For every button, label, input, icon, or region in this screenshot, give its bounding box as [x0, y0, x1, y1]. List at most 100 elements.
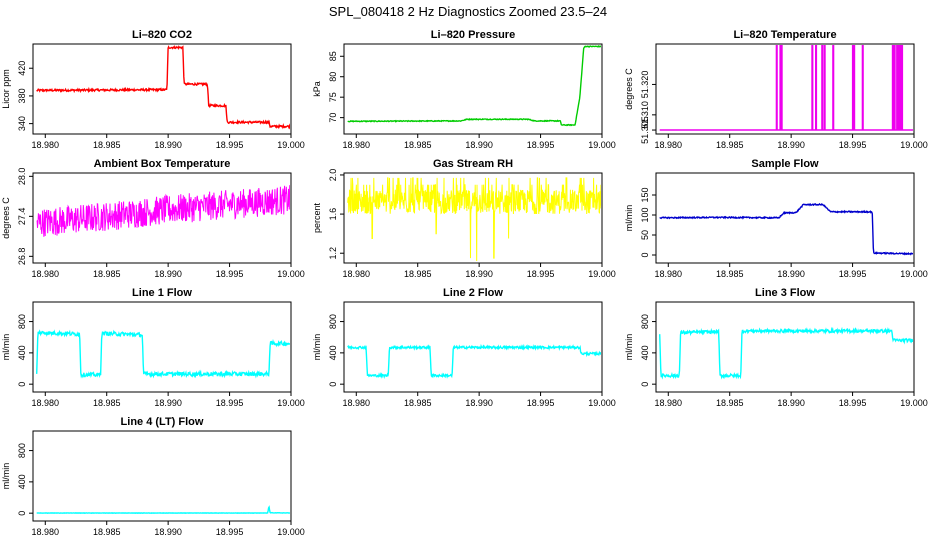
x-tick-label: 19.000 — [588, 398, 616, 408]
y-tick-label: 400 — [17, 474, 27, 489]
x-tick-label: 18.990 — [777, 398, 805, 408]
x-tick-label: 18.985 — [404, 398, 432, 408]
x-tick-label: 18.980 — [32, 527, 60, 537]
x-tick-label: 18.990 — [154, 527, 182, 537]
y-axis-label: degrees C — [1, 197, 11, 239]
y-tick-label: 0 — [17, 511, 27, 516]
x-tick-label: 18.990 — [154, 398, 182, 408]
x-tick-label: 18.990 — [777, 269, 805, 279]
x-tick-label: 19.000 — [588, 269, 616, 279]
series-line-rh — [347, 177, 601, 262]
panel-title: Li–820 CO2 — [132, 29, 192, 41]
y-tick-label: 0 — [640, 252, 650, 257]
y-tick-label: 800 — [17, 443, 27, 458]
x-tick-label: 18.990 — [465, 269, 493, 279]
x-tick-label: 18.985 — [716, 269, 744, 279]
figure-title: SPL_080418 2 Hz Diagnostics Zoomed 23.5–… — [329, 4, 607, 19]
y-tick-label: 50 — [640, 230, 650, 240]
x-tick-label: 18.995 — [216, 269, 244, 279]
y-tick-label: 1.6 — [328, 208, 338, 221]
y-axis-label: ml/min — [624, 205, 634, 232]
y-tick-label: 800 — [640, 314, 650, 329]
y-tick-label: 75 — [328, 92, 338, 102]
panel-title: Gas Stream RH — [433, 158, 513, 170]
panel-temperature: Li–820 Temperature degrees C 18.980 18.985 1… — [624, 29, 928, 150]
panel-title: Sample Flow — [751, 158, 819, 170]
y-tick-label: 51.320 — [640, 71, 650, 99]
x-tick-label: 18.980 — [655, 269, 683, 279]
y-tick-label: 51.305 — [640, 116, 650, 144]
x-tick-label: 18.985 — [716, 140, 744, 150]
y-tick-label: 400 — [17, 345, 27, 360]
y-tick-label: 0 — [640, 382, 650, 387]
x-tick-label: 18.995 — [527, 398, 555, 408]
y-tick-label: 400 — [640, 345, 650, 360]
y-axis-label: ml/min — [1, 463, 11, 490]
plot-frame — [655, 301, 915, 393]
series-line-ambient — [36, 185, 290, 237]
x-tick-label: 18.980 — [655, 398, 683, 408]
series-line-pressure — [347, 45, 601, 127]
y-axis-label: Licor ppm — [1, 69, 11, 109]
x-tick-label: 18.990 — [465, 140, 493, 150]
y-tick-label: 1.2 — [328, 247, 338, 260]
x-tick-label: 18.985 — [93, 140, 121, 150]
x-tick-label: 18.985 — [404, 269, 432, 279]
y-tick-label: 26.8 — [17, 248, 27, 266]
y-tick-label: 28.0 — [17, 168, 27, 186]
x-tick-label: 18.995 — [216, 398, 244, 408]
panel-sample: Sample Flow ml/min 18.980 18.985 18.990 18.99… — [624, 158, 928, 279]
x-tick-label: 18.995 — [216, 140, 244, 150]
x-tick-label: 19.000 — [900, 398, 928, 408]
x-tick-label: 19.000 — [277, 527, 305, 537]
plot-frame — [32, 172, 292, 264]
x-tick-label: 18.980 — [343, 269, 371, 279]
y-tick-label: 80 — [328, 72, 338, 82]
x-tick-label: 18.985 — [404, 140, 432, 150]
y-tick-label: 400 — [328, 345, 338, 360]
plot-frame — [655, 43, 915, 135]
y-tick-label: 420 — [17, 61, 27, 76]
panel-rh: Gas Stream RH percent 18.980 18.985 18.990 18… — [312, 158, 616, 279]
x-tick-label: 18.980 — [343, 398, 371, 408]
plot-frame — [32, 301, 292, 393]
y-tick-label: 85 — [328, 51, 338, 61]
y-tick-label: 2.0 — [328, 169, 338, 182]
x-tick-label: 18.990 — [777, 140, 805, 150]
x-tick-label: 18.995 — [527, 269, 555, 279]
panel-pressure: Li–820 Pressure kPa 18.980 18.985 18.990 18.9… — [312, 29, 616, 150]
x-tick-label: 18.990 — [465, 398, 493, 408]
x-tick-label: 18.980 — [32, 398, 60, 408]
y-axis-label: kPa — [312, 81, 322, 97]
panel-title: Li–820 Temperature — [733, 29, 836, 41]
panel-title: Ambient Box Temperature — [94, 158, 231, 170]
y-tick-label: 150 — [640, 187, 650, 202]
y-tick-label: 100 — [640, 207, 650, 222]
x-tick-label: 18.980 — [32, 269, 60, 279]
y-tick-label: 0 — [328, 382, 338, 387]
x-tick-label: 18.980 — [343, 140, 371, 150]
plot-frame — [32, 43, 292, 135]
panel-line2: Line 2 Flow ml/min 18.980 18.985 18.990 18.99… — [312, 287, 616, 408]
x-tick-label: 18.990 — [154, 269, 182, 279]
x-tick-label: 18.980 — [32, 140, 60, 150]
panel-line1: Line 1 Flow ml/min 18.980 18.985 18.990 18.99… — [1, 287, 305, 408]
x-tick-label: 18.995 — [839, 140, 867, 150]
y-axis-label: degrees C — [624, 68, 634, 110]
x-tick-label: 18.980 — [655, 140, 683, 150]
y-tick-label: 27.4 — [17, 208, 27, 226]
panel-line3: Line 3 Flow ml/min 18.980 18.985 18.990 18.99… — [624, 287, 928, 408]
panel-title: Line 1 Flow — [132, 287, 192, 299]
series-line-temperature — [659, 45, 913, 131]
series-line-line4 — [36, 505, 290, 514]
x-tick-label: 19.000 — [277, 398, 305, 408]
series-line-sample — [659, 202, 913, 256]
panel-ambient: Ambient Box Temperature degrees C 18.980 18… — [1, 158, 305, 279]
panel-title: Li–820 Pressure — [431, 29, 515, 41]
x-tick-label: 18.985 — [716, 398, 744, 408]
y-tick-label: 340 — [17, 116, 27, 131]
panel-title: Line 2 Flow — [443, 287, 503, 299]
plot-frame — [655, 172, 915, 264]
x-tick-label: 19.000 — [900, 269, 928, 279]
